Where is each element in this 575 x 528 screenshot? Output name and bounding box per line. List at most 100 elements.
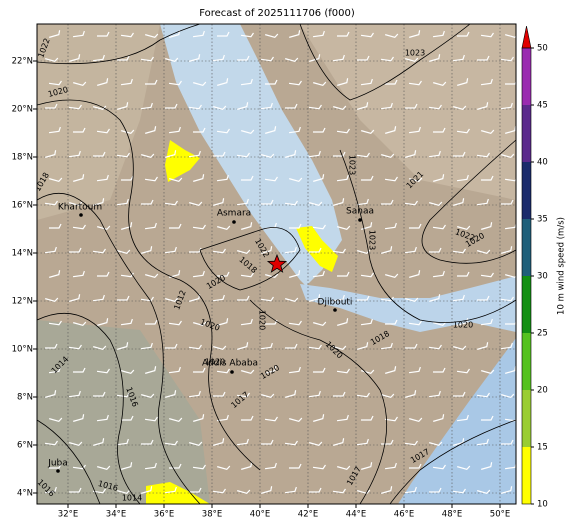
barb-shaft [165, 297, 179, 303]
wind-barb [237, 55, 250, 61]
wind-barb [265, 33, 279, 39]
lon-tick-label: 40°E [250, 510, 270, 520]
wind-barb [285, 297, 299, 303]
wind-barb [44, 440, 58, 446]
barb-shaft [237, 249, 251, 255]
wind-barb [141, 153, 155, 159]
barb-shaft [236, 152, 250, 158]
wind-barb [69, 201, 83, 207]
wind-barb [477, 295, 490, 301]
lon-tick-label: 32°E [58, 510, 78, 520]
wind-barb [433, 81, 447, 87]
barb-shaft [308, 150, 321, 158]
wind-barb [72, 464, 86, 470]
barb-shaft [192, 270, 205, 278]
barb-shaft [117, 342, 129, 350]
barb-shaft [313, 367, 326, 373]
barb-shaft [145, 366, 157, 374]
barb-shaft [505, 273, 516, 279]
wind-barb [48, 320, 62, 326]
wind-barb [309, 441, 323, 447]
barb-shaft [169, 463, 182, 469]
cities: Khartoum Asmara Sanaa Djibouti Addis Ababa Ju… [47, 203, 374, 473]
barb-shaft [409, 270, 421, 278]
barb-shaft [452, 294, 465, 302]
wind-barb [481, 415, 494, 421]
wind-barb [193, 127, 206, 133]
wind-barb [312, 30, 325, 38]
lon-tick-label: 42°E [298, 510, 318, 520]
barb-shaft [169, 177, 183, 183]
barb-shaft [405, 297, 419, 303]
barb-shaft [49, 223, 62, 229]
barb-shaft [45, 57, 59, 63]
barb-shaft [241, 415, 254, 421]
barb-shaft [337, 465, 351, 471]
barb-shaft [453, 391, 466, 397]
colorbar-segment [522, 48, 531, 105]
wind-barb [145, 79, 158, 85]
barb-shaft [361, 175, 374, 181]
barb-shaft [164, 440, 178, 446]
wind-barb [92, 294, 105, 302]
barb-shaft [360, 272, 374, 278]
colorbar-segment [522, 219, 531, 276]
wind-barb [261, 393, 275, 399]
isobar [249, 299, 388, 504]
barb-shaft [117, 489, 131, 495]
barb-shaft [264, 176, 278, 182]
wind-barb [336, 128, 350, 134]
lon-tick-label: 46°E [394, 510, 414, 520]
barb-shaft [357, 102, 369, 110]
wind-barb [285, 57, 299, 63]
barb-shaft [217, 318, 229, 326]
wind-barb [285, 150, 297, 158]
wind-barb [333, 438, 345, 446]
wind-barb [429, 54, 441, 62]
barb-shaft [477, 342, 489, 350]
barb-shaft [117, 249, 131, 255]
wind-barb [456, 174, 469, 182]
city-label: Juba [47, 459, 68, 469]
barb-shaft [360, 318, 373, 326]
barb-shaft [384, 462, 397, 470]
wind-barb [409, 177, 423, 183]
barb-shaft [45, 150, 57, 158]
wind-barb [453, 198, 465, 206]
barb-shaft [213, 105, 227, 111]
lon-tick-label: 50°E [490, 510, 510, 520]
wind-barb [216, 414, 229, 422]
wind-barb [164, 440, 178, 446]
wind-barb [381, 153, 395, 159]
wind-barb [337, 271, 350, 277]
barb-shaft [312, 224, 326, 230]
barb-shaft [332, 294, 345, 302]
barb-shaft [68, 104, 82, 110]
barb-shaft [73, 367, 86, 373]
lat-tick-label: 14°N [12, 249, 33, 259]
barb-shaft [73, 127, 86, 133]
barb-shaft [428, 150, 441, 158]
wind-barb [144, 462, 157, 470]
barb-shaft [49, 177, 63, 183]
barb-shaft [93, 198, 105, 206]
barb-shaft [145, 79, 158, 85]
barb-shaft [145, 126, 157, 134]
wind-barb [432, 30, 445, 38]
wind-barb [429, 247, 442, 253]
barb-shaft [481, 129, 495, 135]
wind-barb [452, 488, 466, 494]
barb-shaft [452, 248, 466, 254]
wind-barb [337, 318, 349, 326]
barb-shaft [241, 222, 253, 230]
wind-barb [264, 462, 277, 470]
barb-shaft [481, 415, 494, 421]
wind-barb [457, 31, 470, 37]
barb-shaft [481, 462, 493, 470]
barb-shaft [212, 54, 225, 62]
barb-shaft [500, 342, 513, 350]
wind-barb [169, 463, 182, 469]
wind-barb [505, 80, 516, 85]
barb-shaft [96, 414, 109, 422]
